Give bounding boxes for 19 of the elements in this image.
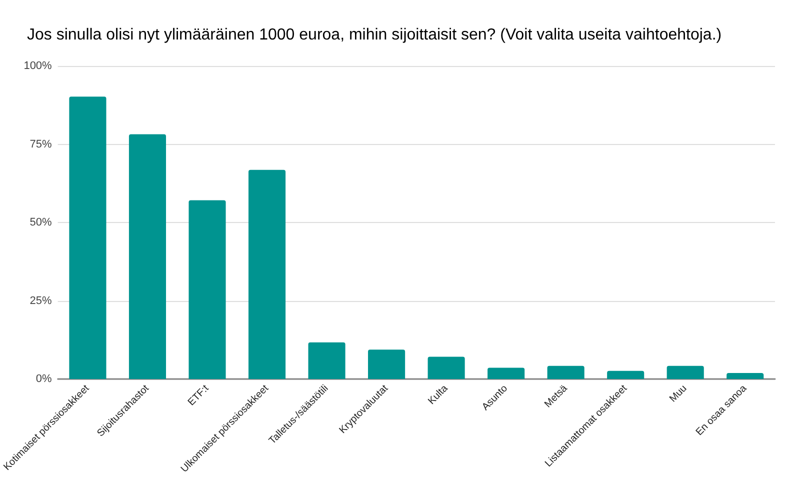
bar	[428, 356, 465, 379]
bar	[248, 170, 286, 379]
bar	[607, 370, 644, 379]
bar	[488, 368, 525, 379]
y-tick-label: 50%	[30, 216, 52, 228]
bar	[128, 134, 166, 379]
bar	[69, 96, 106, 379]
y-tick-label: 25%	[30, 294, 52, 307]
y-tick-label: 0%	[36, 373, 52, 385]
bar	[308, 342, 346, 379]
bar	[368, 350, 406, 379]
y-tick-label: 75%	[30, 138, 52, 150]
bar	[726, 373, 764, 379]
bar	[666, 366, 704, 379]
x-tick-label: Muu	[668, 383, 690, 405]
y-tick-label: 100%	[24, 60, 52, 72]
chart-title: Jos sinulla olisi nyt ylimääräinen 1000 euroa, mihin sijoittaisit sen? (Voit valita useita vaihtoehtoja.)	[27, 26, 722, 44]
bar	[188, 200, 226, 379]
bar	[547, 366, 584, 379]
